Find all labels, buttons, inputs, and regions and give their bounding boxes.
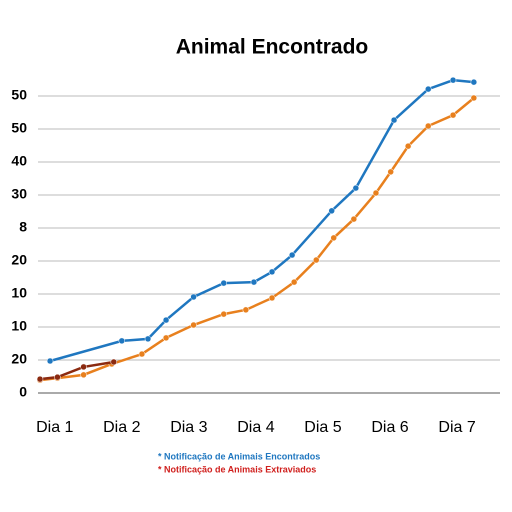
point — [470, 94, 478, 102]
point — [425, 122, 432, 130]
point — [387, 168, 394, 176]
y-tick-label: 40 — [11, 153, 27, 169]
point — [190, 321, 197, 329]
y-tick-label: 30 — [11, 186, 27, 202]
point — [80, 371, 87, 379]
point — [220, 310, 227, 318]
y-tick-label: 20 — [11, 351, 27, 367]
point — [350, 215, 358, 223]
y-tick-label: 10 — [11, 285, 27, 301]
point — [330, 234, 337, 242]
point — [36, 375, 44, 383]
point — [80, 363, 87, 371]
point — [290, 278, 298, 286]
point — [242, 306, 250, 314]
point — [470, 78, 478, 86]
point — [352, 184, 360, 192]
point — [425, 85, 432, 93]
point — [162, 316, 170, 324]
x-tick-label: Dia 7 — [438, 419, 475, 436]
x-tick-label: Dia 2 — [103, 419, 140, 436]
point — [268, 294, 276, 302]
point — [220, 279, 227, 287]
point — [138, 350, 146, 358]
point — [449, 111, 457, 119]
x-tick-label: Dia 3 — [170, 419, 207, 436]
y-tick-label: 50 — [11, 120, 27, 136]
x-tick-label: Dia 1 — [36, 419, 73, 436]
series-line — [39, 97, 475, 382]
y-tick-label: 50 — [11, 87, 27, 103]
point — [54, 373, 61, 381]
legend-label: * Notificação de Animais Extraviados — [158, 464, 316, 474]
point — [118, 337, 126, 345]
point — [46, 357, 54, 365]
y-tick-label: 8 — [19, 219, 27, 235]
y-tick-label: 20 — [11, 252, 27, 268]
point — [268, 268, 276, 276]
chart-title: Animal Encontrado — [176, 36, 369, 59]
x-tick-label: Dia 5 — [304, 419, 341, 436]
series-line — [49, 78, 474, 363]
series-line — [39, 360, 114, 381]
point — [328, 207, 335, 215]
point — [372, 189, 380, 197]
x-tick-label: Dia 4 — [237, 419, 274, 436]
point — [250, 278, 258, 286]
point — [190, 293, 197, 301]
legend-label: * Notificação de Animais Encontrados — [158, 451, 320, 461]
point — [404, 142, 412, 150]
y-tick-label: 10 — [11, 318, 27, 334]
x-tick-label: Dia 6 — [371, 419, 408, 436]
y-tick-label: 0 — [19, 384, 27, 400]
point — [313, 256, 320, 264]
point — [110, 358, 118, 366]
point — [162, 334, 170, 342]
point — [449, 76, 457, 84]
point — [144, 335, 152, 343]
point — [288, 251, 296, 259]
point — [390, 116, 398, 124]
